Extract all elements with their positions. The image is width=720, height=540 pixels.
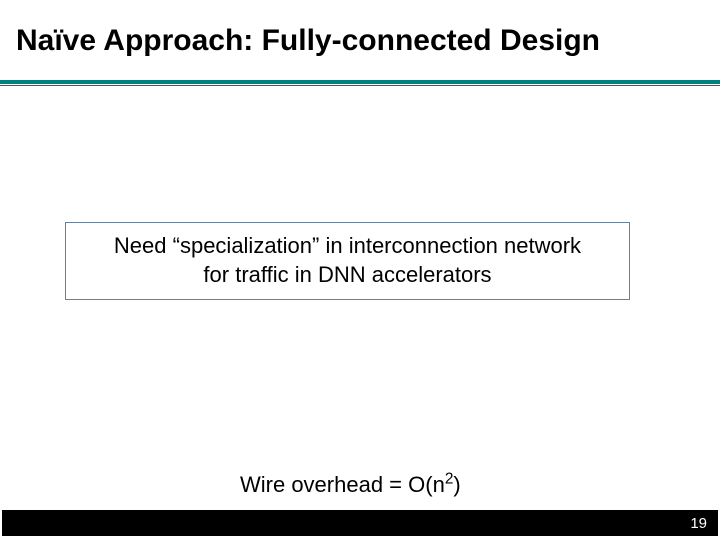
slide: Naïve Approach: Fully-connected Design N… [0,0,720,540]
page-number: 19 [690,515,707,532]
footer-bar: 19 [2,510,718,536]
callout-box: Need “specialization” in interconnection… [65,222,630,300]
title-underline-teal [0,80,720,84]
formula-prefix: Wire overhead = O(n [240,472,445,497]
title-underline-thin [0,85,720,86]
wire-overhead-formula: Wire overhead = O(n2) [240,472,461,498]
slide-title: Naïve Approach: Fully-connected Design [16,24,704,58]
formula-suffix: ) [453,472,460,497]
callout-line-1: Need “specialization” in interconnection… [114,232,581,261]
callout-line-2: for traffic in DNN accelerators [203,261,491,290]
title-area: Naïve Approach: Fully-connected Design [16,24,704,58]
title-underline [0,80,720,86]
